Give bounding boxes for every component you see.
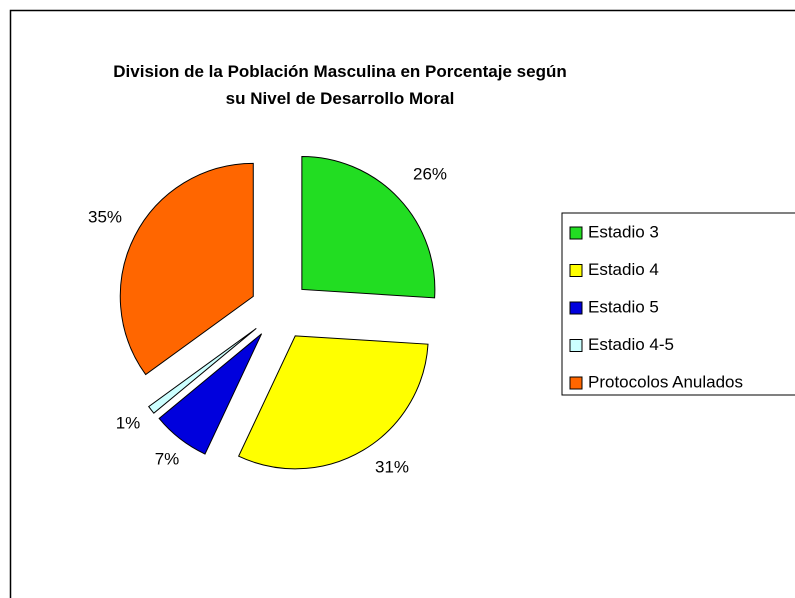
legend-swatch [569, 339, 583, 352]
pie-slice [119, 162, 254, 376]
pie-slice [301, 155, 436, 299]
pie-slice [147, 327, 257, 414]
legend-swatch [569, 301, 583, 315]
legend-label: Estadio 5 [588, 297, 659, 316]
legend-label: Estadio 3 [588, 222, 659, 241]
legend-label: Estadio 4-5 [588, 335, 674, 354]
pie-slice [158, 333, 263, 455]
legend-swatch [569, 264, 583, 277]
legend-label: Estadio 4 [588, 260, 659, 279]
data-label: 1% [116, 413, 141, 432]
legend-swatch [569, 226, 583, 240]
data-label: 31% [375, 457, 409, 476]
legend-label: Protocolos Anulados [588, 372, 743, 391]
chart-title: Division de la Población Masculina en Po… [113, 62, 566, 108]
legend-swatch [569, 376, 583, 390]
legend-box [561, 212, 795, 396]
pie-slice [237, 335, 429, 470]
data-label: 26% [413, 164, 447, 183]
data-label: 35% [88, 207, 122, 226]
data-label: 7% [155, 449, 180, 468]
